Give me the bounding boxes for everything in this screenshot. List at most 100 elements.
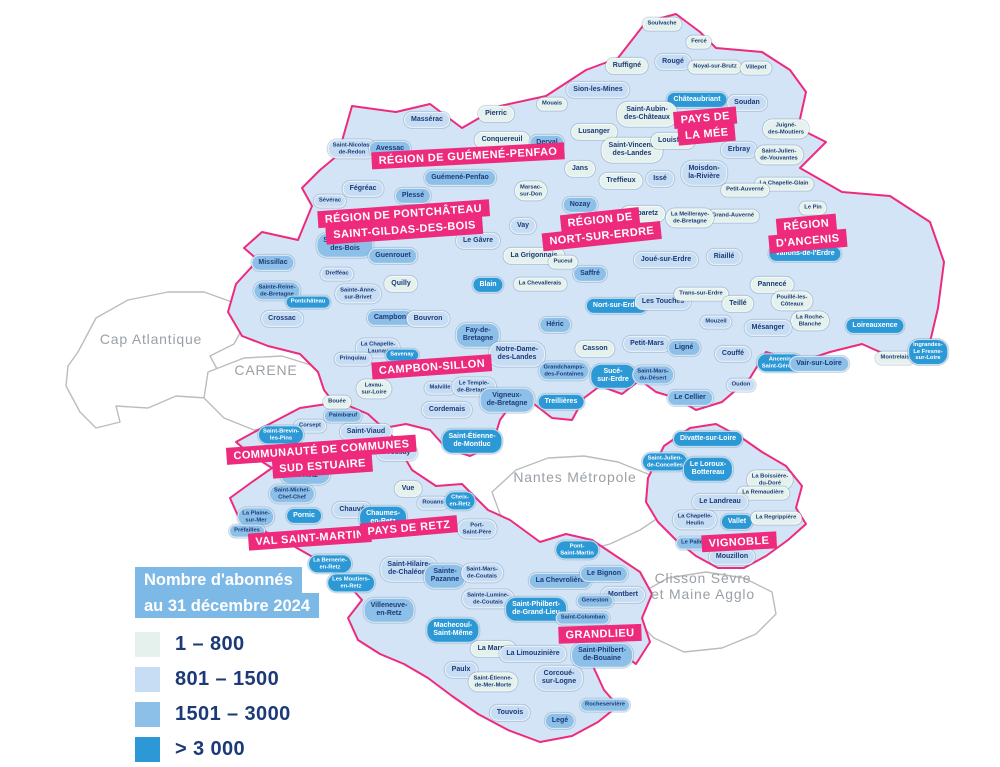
commune-label: Grand-Auverné xyxy=(706,209,760,223)
commune-label: Trans-sur-Erdre xyxy=(674,287,728,301)
commune-label: Saint-Aubin- des-Châteaux xyxy=(617,101,677,127)
commune-label: La Bernerie- en-Retz xyxy=(308,554,352,574)
legend-item-label: > 3 000 xyxy=(175,738,246,761)
commune-label: Juigné- des-Moutiers xyxy=(762,119,810,139)
commune-label: Ruffigné xyxy=(605,57,649,75)
commune-label: Ingrandes- Le Fresne- sur-Loire xyxy=(908,339,948,365)
legend-item-label: 1 – 800 xyxy=(175,633,245,656)
legend-row: > 3 000 xyxy=(135,737,319,763)
commune-label: La Regrippière xyxy=(750,511,802,525)
commune-label: Guenrouet xyxy=(368,247,418,265)
commune-label: Saint-Étienne- de-Mer-Morte xyxy=(468,672,518,692)
area-label: CARENE xyxy=(234,362,298,378)
region-label: RÉGION D'ANCENIS xyxy=(767,213,848,254)
commune-label: Le Cellier xyxy=(667,389,713,407)
commune-label: Loireauxence xyxy=(845,317,905,335)
commune-label: Villepot xyxy=(740,61,772,75)
commune-label: Mésanger xyxy=(744,319,792,337)
legend-items: 1 – 800 801 – 1500 1501 – 3000 > 3 000 xyxy=(135,632,319,763)
commune-label: La Roche- Blanche xyxy=(790,311,830,331)
legend-title: Nombre d'abonnés au 31 décembre 2024 xyxy=(135,567,320,619)
area-label: Nantes Métropole xyxy=(513,469,637,485)
commune-label: Sion-les-Mines xyxy=(566,81,630,99)
commune-label: Crossac xyxy=(261,310,303,328)
commune-label: Lavau- sur-Loire xyxy=(356,379,392,399)
commune-label: Pouillé-les- Côteaux xyxy=(771,291,813,311)
commune-label: Joué-sur-Erdre xyxy=(633,251,699,269)
commune-label: La Meilleraye- de-Bretagne xyxy=(665,208,715,228)
commune-label: Riaillé xyxy=(706,248,742,266)
legend-swatch xyxy=(135,632,160,658)
commune-label: Châteaubriant xyxy=(666,91,728,109)
commune-label: Petit-Auverné xyxy=(721,183,769,197)
commune-label: Issé xyxy=(646,170,674,188)
commune-label: Le Bignon xyxy=(579,565,629,583)
commune-label: Saint-Julien- de-Vouvantes xyxy=(755,145,803,165)
area-label: Cap Atlantique xyxy=(99,331,203,347)
commune-label: La Chevallerais xyxy=(513,277,567,291)
commune-label: Saint-Brevin- les-Pins xyxy=(257,425,305,445)
commune-label: Paulx xyxy=(444,661,478,679)
commune-label: Moisdon- la-Rivière xyxy=(681,160,727,186)
commune-label: Plessé xyxy=(394,187,432,205)
commune-label: Noyal-sur-Brutz xyxy=(688,60,742,74)
commune-label: Treffieux xyxy=(599,172,643,190)
commune-label: Mouzeil xyxy=(700,315,732,329)
commune-label: Sainte-Anne- sur-Brivet xyxy=(335,284,381,304)
commune-label: La Chapelle- Heulin xyxy=(672,510,718,530)
commune-label: Rocheservière xyxy=(580,698,630,712)
commune-label: Quilly xyxy=(384,275,418,293)
commune-label: Notre-Dame- des-Landes xyxy=(488,341,546,367)
commune-label: Puceul xyxy=(548,255,578,269)
commune-label: Vay xyxy=(509,217,537,235)
commune-label: Héric xyxy=(539,316,571,334)
region-label-line: GRANDLIEU xyxy=(558,623,642,645)
commune-label: Vair-sur-Loire xyxy=(789,355,849,373)
commune-label: Soudan xyxy=(727,94,767,112)
commune-label: Saint-Mars- du-Désert xyxy=(632,365,674,385)
commune-label: Cheix- en-Retz xyxy=(444,491,476,511)
commune-label: Blain xyxy=(472,276,504,294)
commune-label: Nozay xyxy=(562,196,598,214)
legend-title-line1: Nombre d'abonnés xyxy=(135,567,302,593)
commune-label: Saint-Étienne- de-Montluc xyxy=(441,428,503,454)
commune-label: Saint-Philbert- de-Bouaine xyxy=(571,642,633,668)
commune-label: Sainte- Pazanne xyxy=(423,563,467,589)
region-label: PAYS DE LA MÉE xyxy=(673,106,739,146)
legend-swatch xyxy=(135,702,160,728)
commune-label: Erbray xyxy=(720,141,758,159)
commune-label: Oudon xyxy=(726,378,756,392)
commune-label: Lusanger xyxy=(571,123,617,141)
commune-label: Soulvache xyxy=(642,17,682,31)
area-label: Clisson Sèvre et Maine Agglo xyxy=(651,570,755,602)
commune-label: Sévérac xyxy=(313,194,347,208)
commune-label: Vigneux- de-Bretagne xyxy=(479,387,535,413)
commune-label: Couffé xyxy=(714,345,752,363)
commune-label: Treillières xyxy=(537,393,585,411)
commune-label: Petit-Mars xyxy=(623,335,671,353)
commune-label: Bouvron xyxy=(406,310,450,328)
commune-label: Le Pin xyxy=(799,201,827,215)
legend-item-label: 801 – 1500 xyxy=(175,668,280,691)
commune-label: Guémené-Penfao xyxy=(424,169,496,187)
commune-label: Paimbœuf xyxy=(323,409,363,423)
legend-swatch xyxy=(135,667,160,693)
commune-label: Bouée xyxy=(323,395,351,409)
commune-label: Malville xyxy=(424,381,456,395)
legend-title-line2: au 31 décembre 2024 xyxy=(135,592,320,619)
commune-label: Cordemais xyxy=(421,401,473,419)
commune-label: Pierric xyxy=(478,105,514,123)
commune-label: Le Gâvre xyxy=(456,232,500,250)
commune-label: Le Landreau xyxy=(692,493,748,511)
legend-swatch xyxy=(135,737,160,763)
commune-label: Ligné xyxy=(667,339,701,357)
commune-label: Touvois xyxy=(489,704,531,722)
commune-label: Massérac xyxy=(404,111,450,129)
legend-row: 801 – 1500 xyxy=(135,667,319,693)
commune-label: Pornic xyxy=(286,507,322,525)
commune-label: Vallet xyxy=(720,513,754,531)
commune-label: Mouais xyxy=(537,97,567,111)
commune-label: Rougé xyxy=(655,53,691,71)
commune-label: Drefféac xyxy=(320,267,354,281)
